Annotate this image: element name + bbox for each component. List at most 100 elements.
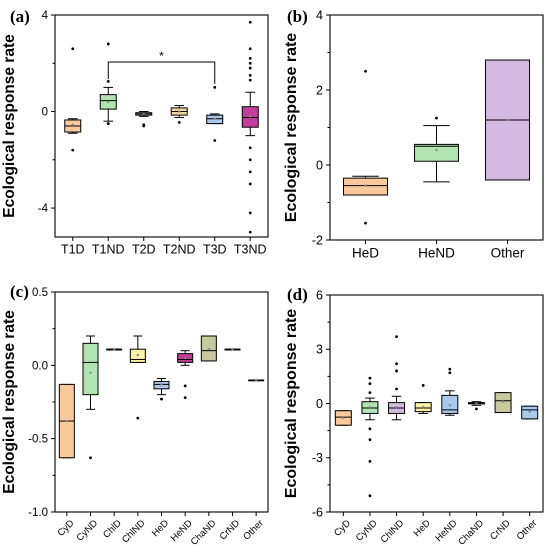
y-tick-label: -6 — [312, 505, 323, 519]
x-tick-label: T3D — [203, 243, 227, 257]
box-ChlD — [106, 348, 123, 351]
y-tick-label: 0.5 — [32, 287, 48, 299]
panel-3: (c) Ecological response rate -1.0 -0.5 0.0 0.… — [1, 282, 269, 547]
outlier-point — [177, 120, 181, 124]
outlier-point — [106, 122, 110, 125]
outlier-point — [395, 335, 398, 338]
box-CrND — [494, 392, 512, 414]
x-tick-label: CrND — [218, 518, 243, 543]
mean-marker — [501, 400, 505, 403]
mean-marker — [178, 110, 181, 113]
box-ChaND — [467, 401, 485, 411]
box-T3D — [206, 85, 224, 142]
outlier-point — [368, 427, 372, 431]
mean-marker — [112, 348, 116, 351]
y-tick-label: 4 — [316, 8, 323, 22]
y-tick-label: 0 — [42, 107, 48, 119]
box-HeD — [343, 69, 388, 225]
box-T3ND — [241, 20, 259, 234]
panel-1: (a) Ecological response rate -4 0 4 T1D T1ND T2… — [1, 7, 269, 257]
outlier-point — [183, 396, 187, 399]
mean-marker — [368, 405, 372, 409]
panel-label: (d) — [287, 285, 308, 304]
x-tick-label: HeND — [418, 246, 455, 261]
box-ChlND — [129, 335, 146, 420]
box-T2D — [135, 111, 153, 128]
outlier-point — [160, 397, 163, 401]
outlier-point — [89, 456, 92, 460]
outlier-point — [183, 384, 187, 388]
panel-label: (a) — [10, 7, 30, 26]
mean-marker — [435, 148, 438, 152]
x-tick-label: CyD — [332, 518, 353, 539]
box-HeND — [414, 116, 459, 183]
mean-marker — [421, 405, 425, 409]
box-CyND — [82, 335, 99, 460]
mean-marker — [136, 353, 140, 357]
y-axis-label: Ecological response rate — [283, 33, 300, 223]
outlier-point — [248, 230, 252, 234]
outlier-point — [248, 57, 252, 60]
y-tick-label: -3 — [312, 451, 323, 465]
box-T1D — [64, 47, 82, 152]
outlier-point — [364, 221, 367, 225]
outlier-point — [106, 42, 110, 46]
y-tick-label: 0 — [316, 158, 323, 172]
outlier-point — [248, 73, 252, 77]
outlier-point — [395, 362, 398, 366]
panel-2: (b) Ecological response rate -2 0 2 4 HeD HeND O… — [283, 7, 544, 261]
mean-marker — [65, 419, 69, 423]
mean-marker — [213, 117, 216, 120]
x-tick-label: Other — [491, 246, 525, 261]
outlier-point — [248, 20, 252, 24]
mean-marker — [395, 405, 398, 409]
x-tick-label: ChaND — [456, 518, 486, 547]
outlier-point — [448, 367, 452, 371]
outlier-point — [395, 387, 398, 391]
mean-marker — [207, 348, 211, 351]
mean-marker — [254, 378, 258, 382]
box-HeD — [153, 378, 170, 401]
x-tick-label: ChlND — [120, 518, 148, 546]
box-CyD — [334, 410, 352, 426]
box-HeND — [441, 367, 459, 416]
plot-frame — [54, 14, 269, 238]
mean-marker — [142, 112, 145, 116]
y-tick-label: -1.0 — [28, 507, 48, 519]
y-tick-label: 3 — [316, 343, 323, 357]
mean-marker — [231, 348, 234, 351]
outlier-point — [248, 211, 252, 215]
box-ChlND — [388, 335, 406, 421]
outlier-point — [248, 182, 252, 186]
mean-marker — [89, 371, 92, 374]
y-tick-label: 6 — [316, 288, 323, 302]
outlier-point — [248, 78, 252, 82]
outlier-point — [213, 85, 217, 89]
box-HeND — [177, 350, 194, 399]
mean-marker — [506, 118, 509, 122]
mean-marker — [249, 115, 252, 118]
iqr-box — [82, 342, 99, 396]
box-Other — [521, 405, 539, 420]
box-CrND — [224, 348, 241, 351]
x-tick-label: T1D — [61, 243, 85, 257]
outlier-point — [71, 148, 75, 152]
outlier-point — [368, 391, 372, 395]
x-tick-label: CyND — [74, 518, 100, 544]
x-tick-label: HeD — [412, 518, 433, 539]
x-tick-label: ChaND — [189, 518, 219, 547]
x-tick-label: T2ND — [163, 243, 196, 257]
outlier-point — [368, 459, 372, 463]
outlier-point — [421, 384, 425, 387]
outlier-point — [248, 146, 252, 150]
outlier-point — [136, 416, 140, 420]
outlier-point — [368, 438, 372, 442]
mean-marker — [183, 356, 187, 360]
outlier-point — [248, 47, 252, 51]
mean-marker — [364, 184, 367, 187]
outlier-point — [475, 407, 478, 411]
y-axis-label: Ecological response rate — [1, 310, 18, 494]
mean-marker — [71, 123, 74, 126]
box-CyND — [361, 376, 379, 498]
